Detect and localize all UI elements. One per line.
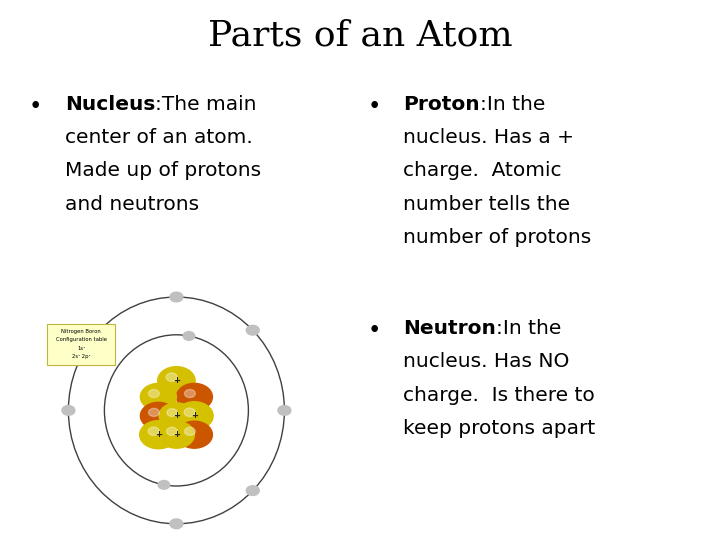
- Text: number tells the: number tells the: [403, 195, 570, 214]
- Circle shape: [170, 292, 183, 302]
- Text: +: +: [173, 376, 180, 385]
- Text: nucleus. Has a +: nucleus. Has a +: [403, 128, 575, 147]
- Text: +: +: [173, 430, 180, 439]
- Text: :The main: :The main: [156, 94, 256, 113]
- Text: 2s¹ 2p¹: 2s¹ 2p¹: [72, 354, 90, 359]
- Text: :In the: :In the: [496, 319, 562, 338]
- Circle shape: [176, 421, 212, 448]
- Text: Made up of protons: Made up of protons: [65, 161, 261, 180]
- Circle shape: [148, 408, 159, 416]
- Circle shape: [170, 519, 183, 529]
- Circle shape: [278, 406, 291, 415]
- Circle shape: [184, 427, 195, 435]
- Text: Nitrogen Boron: Nitrogen Boron: [61, 329, 101, 334]
- Text: charge.  Atomic: charge. Atomic: [403, 161, 562, 180]
- Text: Nucleus: Nucleus: [65, 94, 156, 113]
- Circle shape: [183, 332, 194, 340]
- Circle shape: [148, 427, 159, 435]
- Circle shape: [176, 383, 212, 410]
- Text: +: +: [191, 411, 198, 420]
- Circle shape: [140, 421, 177, 449]
- Text: •: •: [367, 94, 381, 118]
- Circle shape: [184, 408, 195, 416]
- FancyBboxPatch shape: [47, 324, 115, 365]
- Text: Neutron: Neutron: [403, 319, 496, 338]
- Circle shape: [246, 326, 259, 335]
- Circle shape: [176, 402, 213, 430]
- Text: nucleus. Has NO: nucleus. Has NO: [403, 352, 570, 371]
- Text: +: +: [155, 430, 162, 439]
- Circle shape: [158, 481, 170, 489]
- Text: center of an atom.: center of an atom.: [65, 128, 253, 147]
- Circle shape: [158, 421, 194, 448]
- Text: Parts of an Atom: Parts of an Atom: [207, 19, 513, 53]
- Text: Configuration table: Configuration table: [55, 338, 107, 342]
- Circle shape: [167, 409, 177, 416]
- Text: and neutrons: and neutrons: [65, 195, 199, 214]
- Text: charge.  Is there to: charge. Is there to: [403, 386, 595, 404]
- Circle shape: [184, 389, 195, 397]
- Circle shape: [62, 406, 75, 415]
- Text: 1s¹: 1s¹: [77, 346, 85, 350]
- Circle shape: [166, 373, 177, 381]
- Circle shape: [140, 383, 176, 410]
- Circle shape: [140, 402, 176, 429]
- Text: Proton: Proton: [403, 94, 480, 113]
- Text: •: •: [29, 94, 42, 118]
- Circle shape: [166, 427, 177, 435]
- Text: •: •: [367, 319, 381, 342]
- Circle shape: [148, 389, 159, 397]
- Text: :In the: :In the: [480, 94, 545, 113]
- Text: +: +: [173, 411, 180, 420]
- Circle shape: [158, 367, 195, 395]
- Text: number of protons: number of protons: [403, 228, 591, 247]
- Circle shape: [246, 485, 259, 495]
- Text: keep protons apart: keep protons apart: [403, 419, 595, 438]
- Circle shape: [159, 403, 194, 429]
